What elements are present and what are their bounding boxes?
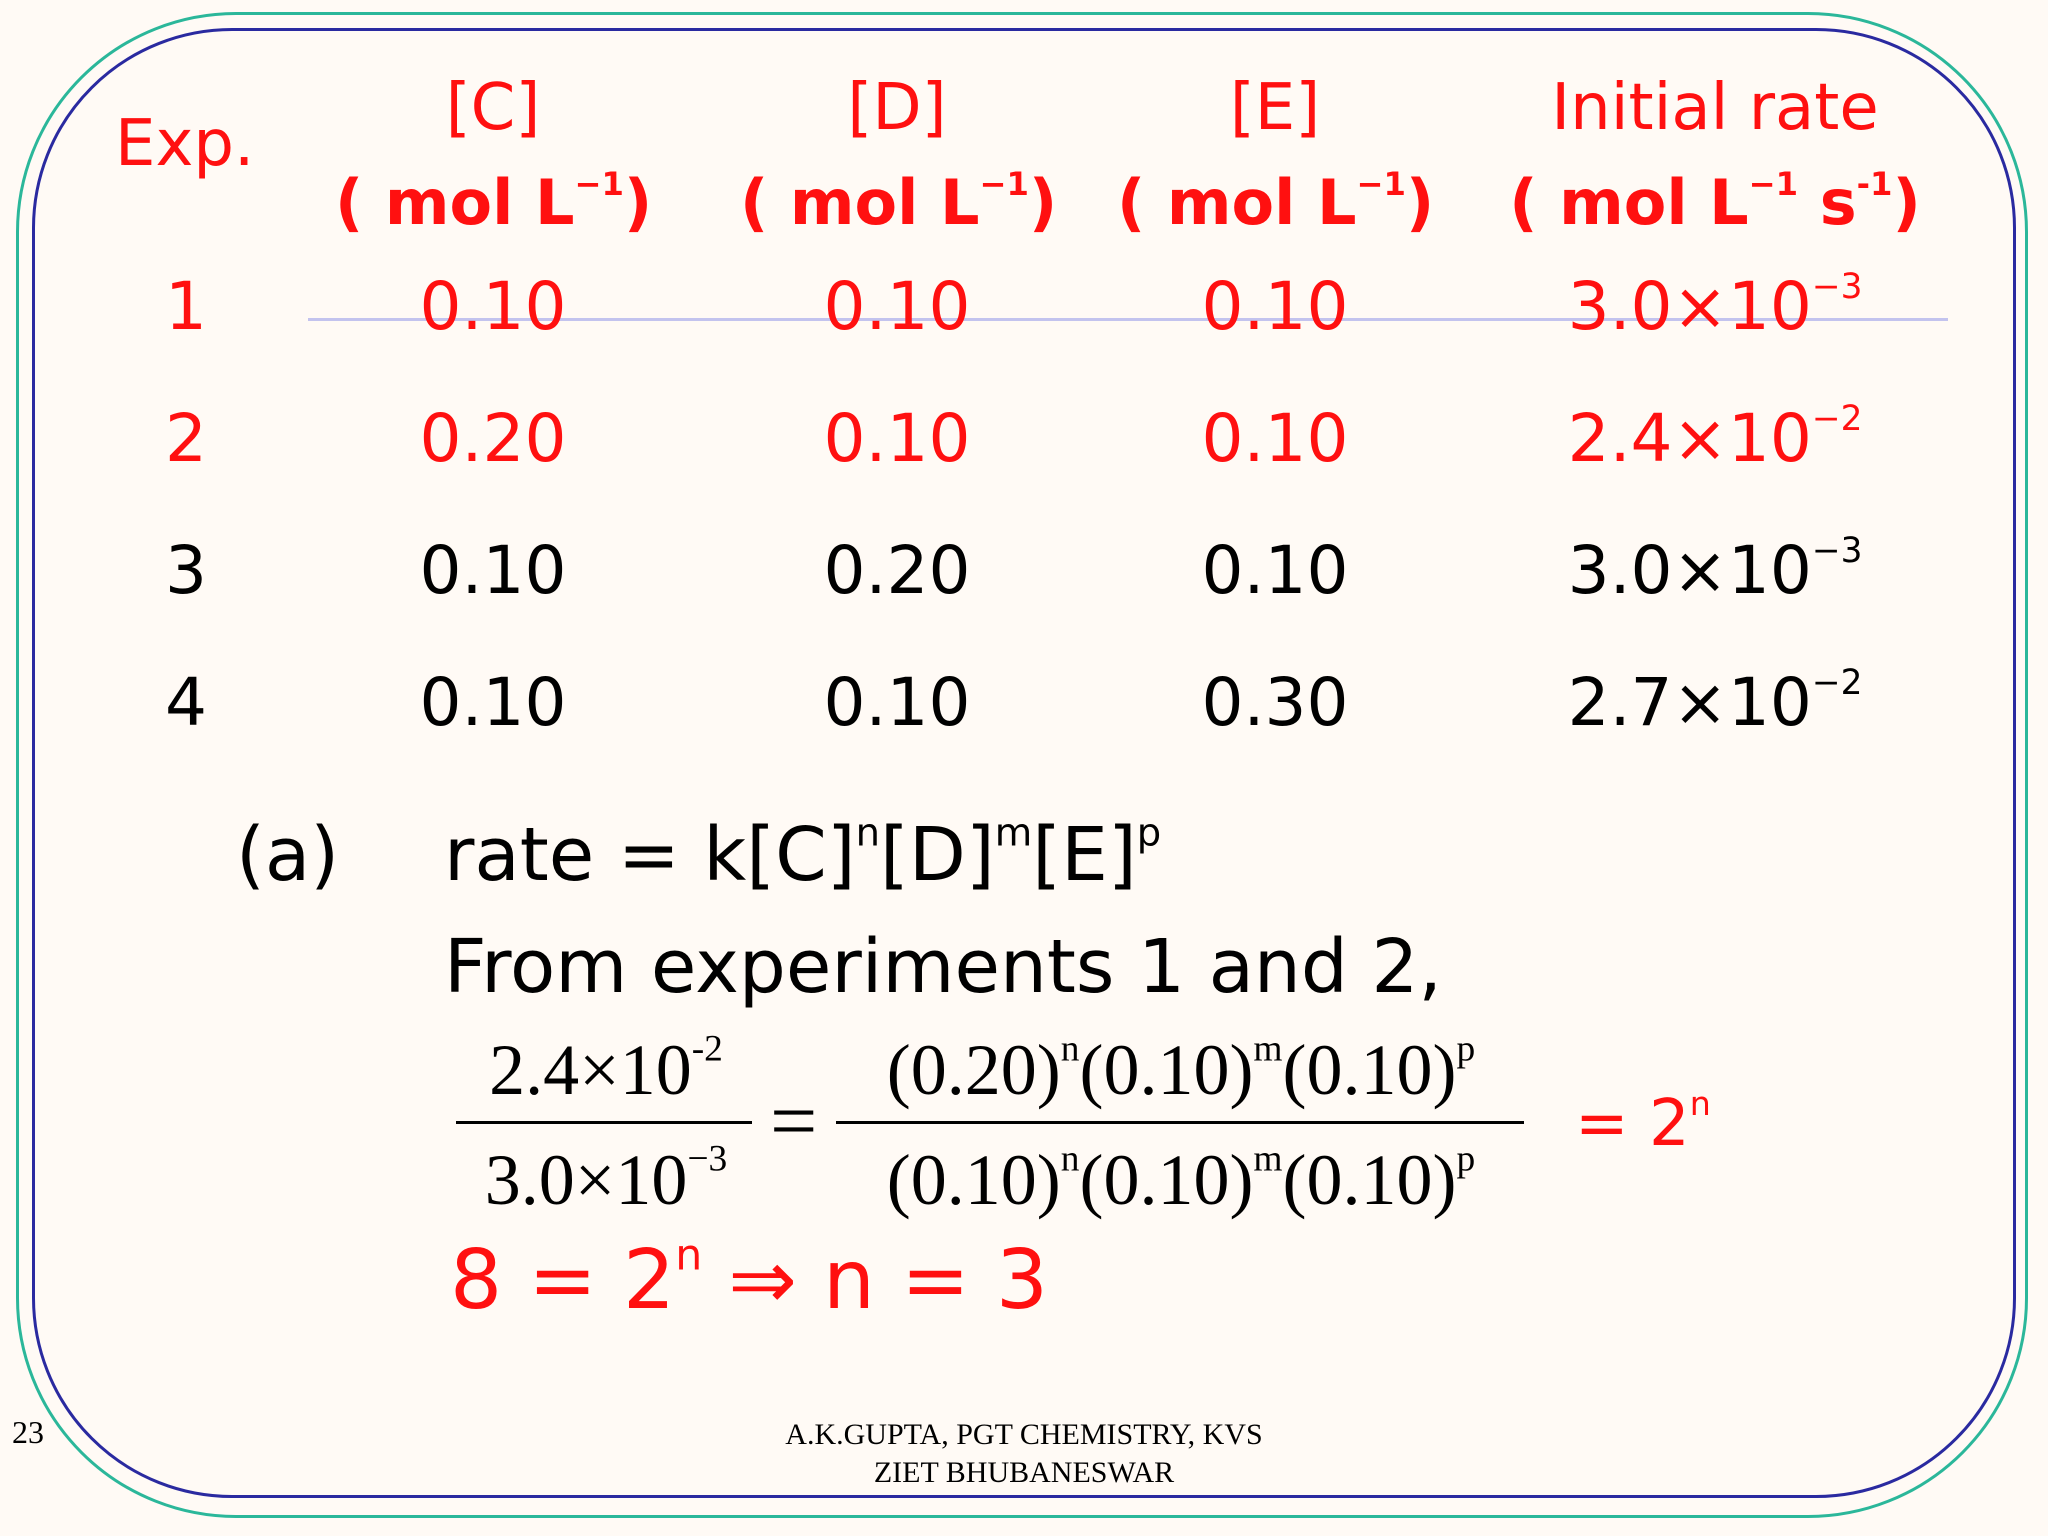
table-row-3-c: 0.10 <box>419 532 567 609</box>
table-row-3-d: 0.20 <box>823 532 971 609</box>
table-row-4-exp: 4 <box>165 664 207 741</box>
table-row-3-rate: 3.0×10−3 <box>1567 531 1863 609</box>
right-fraction-numerator: (0.20)n(0.10)m(0.10)p <box>886 1028 1476 1110</box>
table-row-1-d: 0.10 <box>823 268 971 345</box>
unit-rate: ( mol L−1 s-1) <box>1509 164 1921 239</box>
table-row-2-rate: 2.4×10−2 <box>1567 399 1863 477</box>
table-row-3-exp: 3 <box>165 532 207 609</box>
result-equals-2n: = 2n <box>1575 1084 1711 1161</box>
header-exp: Exp. <box>115 107 255 181</box>
table-row-2-e: 0.10 <box>1201 400 1349 477</box>
unit-c: ( mol L−1) <box>335 164 653 239</box>
table-row-1-rate: 3.0×10−3 <box>1567 267 1863 345</box>
unit-e: ( mol L−1) <box>1117 164 1435 239</box>
header-d: [D] <box>847 71 947 145</box>
table-row-2-c: 0.20 <box>419 400 567 477</box>
table-row-4-d: 0.10 <box>823 664 971 741</box>
equals-sign: = <box>770 1075 818 1168</box>
slide-frame-inner <box>32 28 2016 1498</box>
table-row-2-exp: 2 <box>165 400 207 477</box>
left-fraction-numerator: 2.4×10-2 <box>489 1028 723 1110</box>
footer-line-2: ZIET BHUBANESWAR <box>873 1456 1175 1489</box>
header-e: [E] <box>1229 71 1321 145</box>
row-divider-line <box>308 318 1948 321</box>
right-fraction-denominator: (0.10)n(0.10)m(0.10)p <box>886 1138 1476 1220</box>
table-row-2-d: 0.10 <box>823 400 971 477</box>
left-fraction-bar <box>456 1121 752 1124</box>
table-row-4-e: 0.30 <box>1201 664 1349 741</box>
table-row-4-c: 0.10 <box>419 664 567 741</box>
part-label: (a) <box>236 812 340 898</box>
table-row-1-e: 0.10 <box>1201 268 1349 345</box>
footer-line-1: A.K.GUPTA, PGT CHEMISTRY, KVS <box>785 1418 1263 1451</box>
intro-text: From experiments 1 and 2, <box>444 924 1442 1010</box>
left-fraction-denominator: 3.0×10−3 <box>484 1138 728 1220</box>
table-row-3-e: 0.10 <box>1201 532 1349 609</box>
header-rate: Initial rate <box>1551 71 1879 145</box>
unit-d: ( mol L−1) <box>740 164 1058 239</box>
table-row-4-rate: 2.7×10−2 <box>1567 663 1863 741</box>
header-c: [C] <box>445 71 541 145</box>
slide-number: 23 <box>12 1414 44 1450</box>
table-row-1-c: 0.10 <box>419 268 567 345</box>
right-fraction-bar <box>836 1121 1524 1124</box>
conclusion: 8 = 2n ⇒ n = 3 <box>450 1230 1049 1328</box>
table-row-1-exp: 1 <box>165 268 207 345</box>
slide-frame-outer <box>16 12 2028 1518</box>
rate-law: rate = k[C]n[D]m[E]p <box>444 810 1162 898</box>
